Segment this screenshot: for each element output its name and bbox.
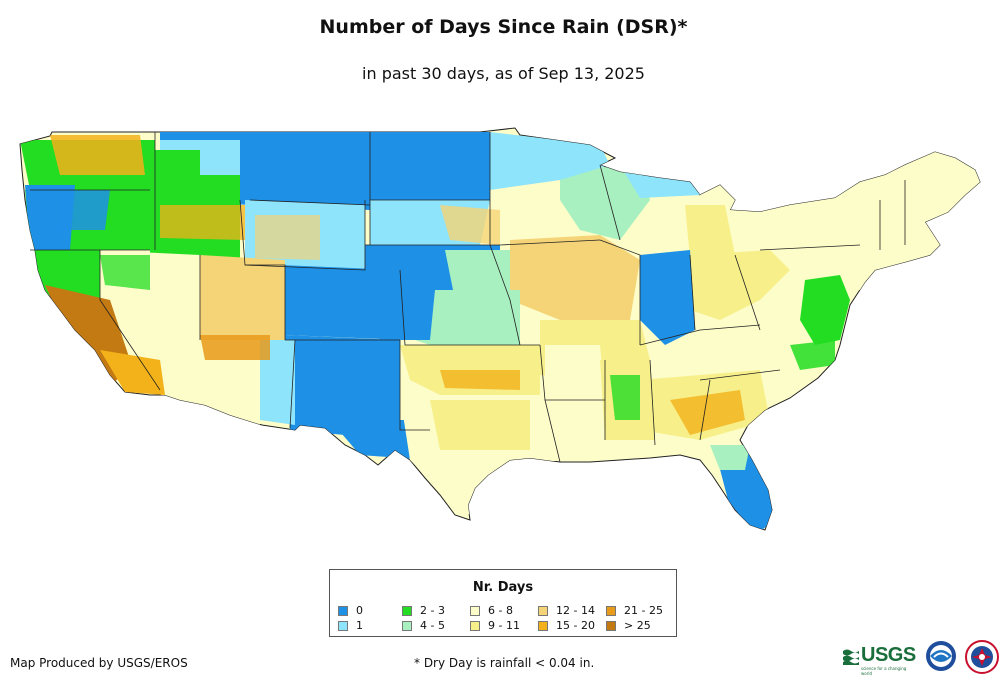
zone-iowa [510, 235, 640, 320]
state-borders [30, 132, 906, 463]
legend-swatch [338, 605, 348, 616]
legend-label: 15 - 20 [556, 619, 595, 632]
zone-texas-yellow [430, 400, 530, 450]
legend-label: 12 - 14 [556, 604, 595, 617]
zone-florida-north [710, 445, 750, 470]
zone-nebraska-east [445, 250, 510, 300]
legend-item: 6 - 8 [470, 603, 538, 618]
legend-swatch [606, 605, 616, 616]
zone-arizona-orange [200, 335, 270, 360]
legend-label: 2 - 3 [420, 604, 445, 617]
usgs-tagline: science for a changing world [861, 666, 907, 676]
zone-mid-atlantic [800, 275, 850, 345]
legend-label: 9 - 11 [488, 619, 520, 632]
zone-georgia-orange [670, 390, 745, 435]
zone-idaho-south [160, 205, 245, 240]
zone-ohio-valley [690, 250, 790, 320]
map-subtitle: in past 30 days, as of Sep 13, 2025 [362, 64, 645, 83]
legend-item: 4 - 5 [402, 618, 470, 633]
legend-item: 0 [338, 603, 402, 618]
legend-swatch [338, 620, 348, 631]
legend-items: 0 1 2 - 3 4 - 5 6 - 8 9 - 11 12 - 14 15 - 20 21 … [338, 603, 674, 633]
agency-logos: USGS science for a changing world [843, 640, 1003, 676]
usgs-wordmark: USGS [861, 644, 916, 666]
zone-california-south [100, 350, 165, 395]
usgs-logo: USGS science for a changing world [843, 643, 918, 676]
zone-wisconsin [560, 165, 650, 240]
zone-carolinas [790, 340, 835, 370]
footnote-text: * Dry Day is rainfall < 0.04 in. [414, 656, 595, 670]
noaa-seal-icon [926, 641, 956, 671]
zone-north-dakota [370, 132, 490, 200]
legend-item: > 25 [606, 618, 674, 633]
legend-item: 9 - 11 [470, 618, 538, 633]
zone-illinois [640, 250, 695, 345]
zone-arkansas [545, 345, 605, 400]
legend-label: 21 - 25 [624, 604, 663, 617]
legend-title: Nr. Days [472, 580, 534, 595]
legend-swatch [402, 605, 412, 616]
legend-label: 6 - 8 [488, 604, 513, 617]
zone-arizona [150, 340, 260, 425]
zone-oklahoma-orange [440, 370, 520, 390]
legend-swatch [470, 620, 480, 631]
zone-mississippi-green [610, 375, 640, 420]
credit-text: Map Produced by USGS/EROS [10, 656, 188, 670]
zone-wyoming-tan [255, 215, 320, 260]
legend-item: 2 - 3 [402, 603, 470, 618]
zone-wa-east [50, 135, 145, 175]
legend-item: 12 - 14 [538, 603, 606, 618]
zone-colorado [280, 265, 405, 340]
legend-label: 0 [356, 604, 363, 617]
legend-item: 21 - 25 [606, 603, 674, 618]
legend-item: 1 [338, 618, 402, 633]
zone-nm-west [255, 340, 295, 425]
zone-minnesota [490, 132, 610, 190]
nws-seal-icon [965, 640, 999, 674]
legend-label: 4 - 5 [420, 619, 445, 632]
zone-michigan-lower [685, 205, 735, 258]
zone-utah [200, 255, 285, 340]
map-title: Number of Days Since Rain (DSR)* [319, 16, 688, 38]
legend-swatch [606, 620, 616, 631]
zone-nevada-green [100, 255, 150, 290]
legend-swatch [538, 605, 548, 616]
map-legend: Nr. Days 0 1 2 - 3 4 - 5 6 - 8 9 - 11 12 - 14 1… [329, 569, 677, 637]
legend-item: 15 - 20 [538, 618, 606, 633]
legend-label: > 25 [624, 619, 651, 632]
legend-label: 1 [356, 619, 363, 632]
legend-swatch [538, 620, 548, 631]
zone-sd-east [440, 205, 500, 245]
zone-oregon-east [60, 190, 110, 230]
zone-new-mexico [285, 335, 400, 440]
legend-swatch [470, 605, 480, 616]
usgs-waves-icon [843, 649, 859, 665]
legend-swatch [402, 620, 412, 631]
